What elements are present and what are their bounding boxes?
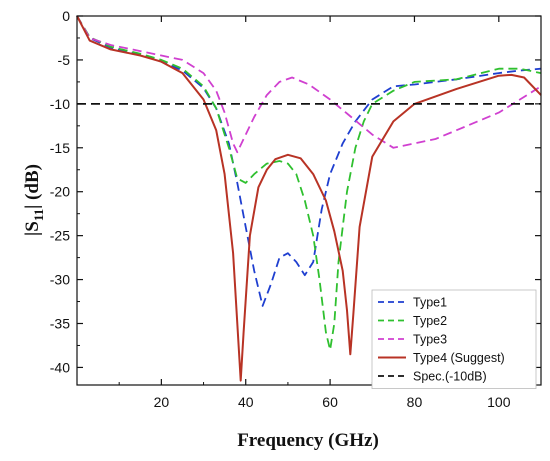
x-tick-label-2: 40 [238,394,254,410]
axes-layer [76,15,542,386]
legend-label-5: Spec.(-10dB) [413,370,487,384]
y-tick-label-4: -15 [50,140,70,156]
y-axis-title: |S11| (dB) [22,164,46,236]
series-line-4 [76,15,542,382]
y-axis-title-close: | (dB) [22,164,43,209]
x-tick-label-4: 80 [407,394,423,410]
x-tick-label-3: 60 [322,394,338,410]
series-line-1 [76,15,542,307]
y-tick-label-9: -40 [50,359,70,375]
legend: Type1 Type2 Type3 Type4 (Suggest) Spec.(-10d… [371,289,537,389]
y-tick-label-1: 0 [62,8,70,24]
y-tick-label-6: -25 [50,228,70,244]
legend-label-4: Type4 (Suggest) [413,351,505,365]
legend-label-2: Type2 [413,314,447,328]
legend-label-1: Type1 [413,296,447,310]
y-tick-label-8: -35 [50,316,70,332]
y-axis-title-subscript: 11 [31,209,46,221]
legend-label-3: Type3 [413,333,447,347]
y-axis-title-open: |S [22,221,43,236]
series-layer [76,15,542,382]
x-tick-label-5: 100 [487,394,511,410]
x-axis-title: Frequency (GHz) [237,430,379,451]
ticks-layer: 20 40 60 80 100 0 -5 -10 -15 -20 -25 -30 -35 -40 [50,8,541,410]
series-line-3 [76,15,542,154]
y-tick-label-2: -5 [58,52,71,68]
y-tick-label-7: -30 [50,272,70,288]
x-tick-label-1: 20 [154,394,170,410]
series-line-2 [76,15,542,351]
y-tick-label-5: -20 [50,184,70,200]
y-tick-label-3: -10 [50,96,70,112]
plot-frame [76,15,542,386]
